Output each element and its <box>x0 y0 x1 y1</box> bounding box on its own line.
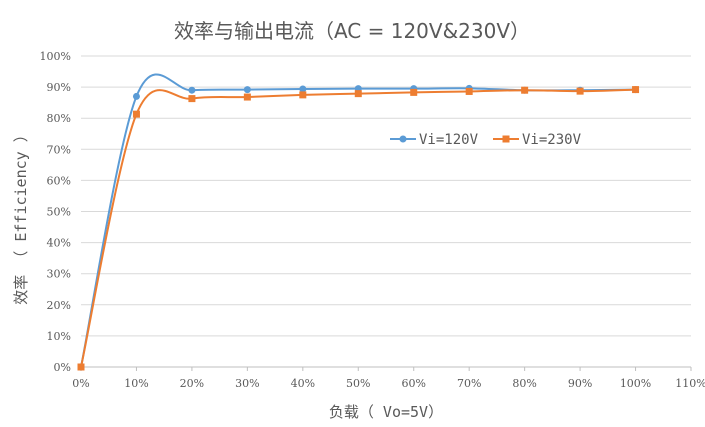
y-tick-label: 70% <box>47 143 71 156</box>
x-tick-label: 100% <box>620 377 651 390</box>
legend-label: Vi=120V <box>419 132 479 148</box>
x-tick-label: 50% <box>346 377 370 390</box>
series-2 <box>77 86 640 371</box>
legend-item: Vi=120V <box>390 132 479 148</box>
y-tick-label: 80% <box>47 112 71 125</box>
x-tick-label: 0% <box>72 377 89 390</box>
legend: Vi=120V Vi=230V <box>390 132 582 148</box>
x-axis-label: 负载（ Vo=5V） <box>329 403 443 421</box>
y-tick-label: 60% <box>47 174 71 187</box>
data-point <box>188 86 196 94</box>
series-layer <box>77 73 640 371</box>
x-tick-label: 40% <box>291 377 315 390</box>
y-axis-label: 效率 （ Efficiency ） <box>12 127 30 304</box>
data-point <box>632 86 640 94</box>
data-point <box>77 363 85 371</box>
legend-marker <box>502 135 510 143</box>
x-tick-label: 10% <box>124 377 148 390</box>
data-point <box>188 95 196 103</box>
y-tick-label: 30% <box>47 268 71 281</box>
y-tick-label: 90% <box>47 81 71 94</box>
y-tick-label: 0% <box>54 361 71 374</box>
x-tick-label: 90% <box>568 377 592 390</box>
axes: 0% 10% 20% 30% 40% 50% 60% 70% 80% 90% 100% 0% 10% 20… <box>40 50 705 390</box>
legend-item: Vi=230V <box>493 132 582 148</box>
grid-lines <box>81 55 691 337</box>
y-tick-label: 100% <box>40 50 71 63</box>
data-point <box>243 86 251 94</box>
legend-label: Vi=230V <box>522 132 582 148</box>
data-point <box>132 92 140 100</box>
legend-marker <box>399 135 407 143</box>
x-tick-label: 30% <box>235 377 259 390</box>
data-point <box>465 87 473 95</box>
data-point <box>299 91 307 99</box>
data-point <box>132 110 140 118</box>
x-tick-label: 110% <box>675 377 705 390</box>
x-tick-label: 80% <box>512 377 536 390</box>
chart-title: 效率与输出电流（AC = 120V&230V） <box>174 19 530 43</box>
data-point <box>243 93 251 101</box>
y-tick-label: 50% <box>47 206 71 219</box>
data-point <box>354 90 362 98</box>
x-tick-label: 20% <box>180 377 204 390</box>
x-tick-label: 60% <box>402 377 426 390</box>
data-point <box>299 85 307 93</box>
data-point <box>576 87 584 95</box>
x-tick-label: 70% <box>457 377 481 390</box>
data-point <box>410 88 418 96</box>
y-tick-label: 20% <box>47 299 71 312</box>
y-tick-label: 10% <box>47 330 71 343</box>
y-tick-label: 40% <box>47 237 71 250</box>
data-point <box>521 86 529 94</box>
series-1 <box>77 73 640 371</box>
